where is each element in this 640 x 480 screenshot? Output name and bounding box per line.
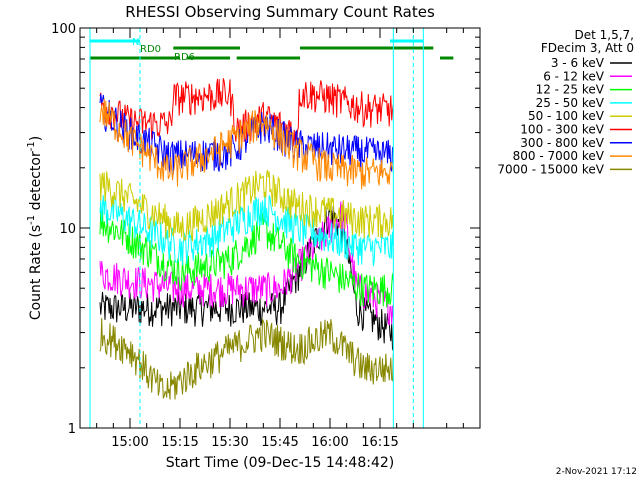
legend-entry-label: 300 - 800 keV bbox=[520, 136, 604, 150]
legend-entry-label: 800 - 7000 keV bbox=[513, 149, 605, 163]
y-tick-label: 1 bbox=[68, 422, 76, 437]
x-axis-ticks: 15:00 15:15 15:30 15:45 16:00 16:15 bbox=[96, 28, 464, 450]
x-tick-label: 15:30 bbox=[211, 435, 248, 450]
y-axis-label: Count Rate (s-1 detector-1) bbox=[26, 136, 44, 320]
legend-entry-label: 6 - 12 keV bbox=[543, 69, 605, 83]
x-tick-label: 15:15 bbox=[161, 435, 198, 450]
series-line-9 bbox=[99, 317, 394, 400]
y-tick-label: 100 bbox=[51, 22, 76, 37]
legend-entry-label: 100 - 300 keV bbox=[520, 123, 604, 137]
x-tick-label: 15:45 bbox=[261, 435, 298, 450]
x-tick-label: 15:00 bbox=[111, 435, 148, 450]
legend-entry-label: 7000 - 15000 keV bbox=[497, 162, 604, 176]
series-line-5 bbox=[99, 169, 394, 242]
series-line-3 bbox=[99, 209, 394, 308]
y-tick-label: 10 bbox=[59, 222, 76, 237]
legend-entry-label: 25 - 50 keV bbox=[536, 96, 605, 110]
series-line-7 bbox=[99, 93, 394, 175]
series-line-4 bbox=[99, 192, 394, 267]
flag-label-rd6: RD6 bbox=[174, 52, 195, 63]
legend-entry-label: 12 - 25 keV bbox=[536, 83, 605, 97]
series-line-6 bbox=[99, 78, 394, 148]
flag-label-n: N bbox=[132, 37, 139, 48]
data-layer bbox=[99, 78, 394, 400]
chart-title: RHESSI Observing Summary Count Rates bbox=[125, 3, 435, 21]
footer-date: 2-Nov-2021 17:12 bbox=[556, 467, 637, 477]
series-line-8 bbox=[99, 98, 394, 190]
legend-entry-label: 3 - 6 keV bbox=[551, 56, 605, 70]
legend-header-line-1: Det 1,5,7, bbox=[575, 28, 635, 42]
flag-label-rd0: RD0 bbox=[140, 44, 161, 55]
y-axis-ticks: 1 10 100 bbox=[51, 22, 480, 437]
legend-header-line-2: FDecim 3, Att 0 bbox=[541, 41, 634, 55]
x-axis-label: Start Time (09-Dec-15 14:48:42) bbox=[166, 455, 394, 471]
x-tick-label: 16:00 bbox=[311, 435, 348, 450]
x-tick-label: 16:15 bbox=[361, 435, 398, 450]
legend-entry-label: 50 - 100 keV bbox=[528, 109, 605, 123]
